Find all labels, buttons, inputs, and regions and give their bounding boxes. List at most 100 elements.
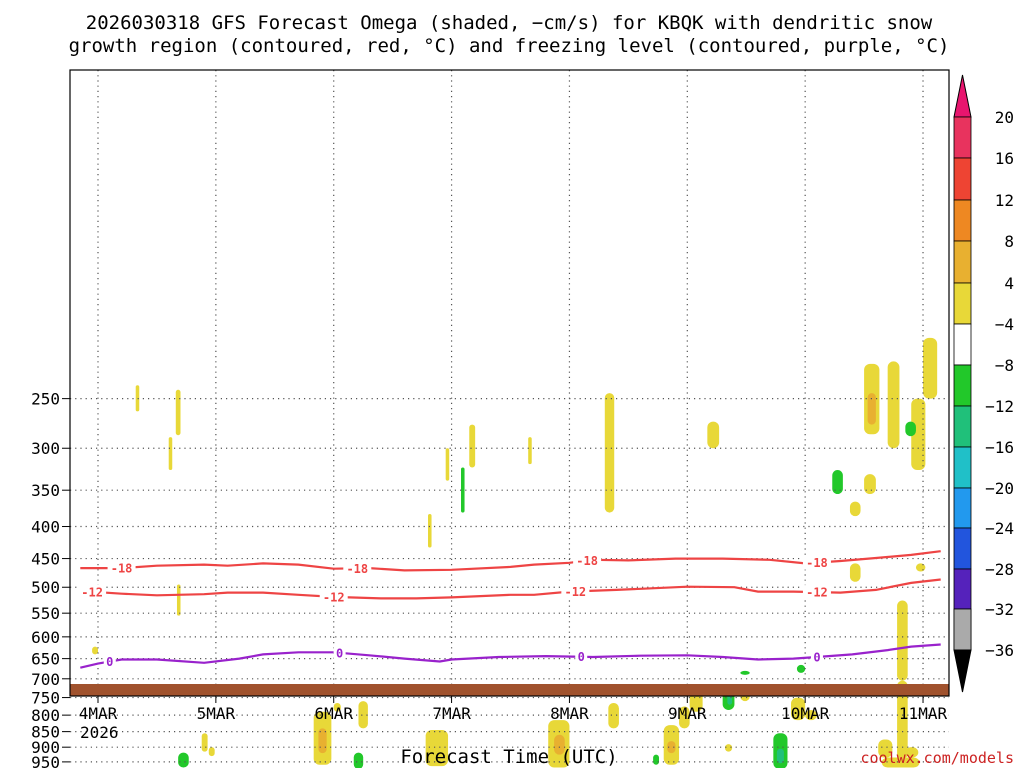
colorbar-band-−24 xyxy=(953,527,972,570)
yellow-patch-11 xyxy=(911,398,926,471)
contour-label-0-2: 0 xyxy=(578,650,585,664)
contour-label-bg-0-1 xyxy=(333,645,346,660)
green-patch-4 xyxy=(178,752,189,768)
contour-label-bg--12-3 xyxy=(802,585,831,600)
yellow-patch-32 xyxy=(608,702,619,729)
contour-label--12-2: -12 xyxy=(564,585,586,599)
orange-patch-1 xyxy=(867,393,876,425)
yellow-patch-34 xyxy=(679,706,690,729)
yellow-patch-39 xyxy=(805,709,817,721)
contour-label--12-3: -12 xyxy=(806,586,828,600)
yellow-patch-21 xyxy=(897,680,908,760)
colorbar-band-16 xyxy=(953,157,972,201)
colorbar: 20 16 12 8 4 −4 −8 −12 −16 −20 −24 −28 −32 −36 xyxy=(953,74,1014,693)
y-tick-label-750: 750 xyxy=(31,689,60,708)
y-axis: 2503003504004505005506006507007508008509… xyxy=(21,390,70,768)
yellow-patch-5 xyxy=(445,448,450,481)
colorbar-label-12: −32 xyxy=(985,600,1014,619)
plot-frame xyxy=(69,69,950,697)
contour-line--12 xyxy=(80,578,941,600)
contour-label--18-2: -18 xyxy=(576,554,598,568)
contour-label-bg--18-1 xyxy=(343,561,372,576)
contour-label-bg-0-3 xyxy=(810,649,823,664)
y-tick-label-300: 300 xyxy=(31,439,60,458)
green-patch-10 xyxy=(796,664,806,673)
x-tick-label-7MAR: 7MAR xyxy=(432,704,471,723)
contour-label-0-3: 0 xyxy=(813,650,820,664)
colorbar-label-7: −12 xyxy=(985,397,1014,416)
yellow-patch-30 xyxy=(425,730,449,767)
colorbar-label-4: 4 xyxy=(1004,274,1014,293)
yellow-patch-18 xyxy=(176,584,181,616)
yellow-patch-19 xyxy=(92,646,98,655)
yellow-patch-15 xyxy=(849,563,861,582)
terrain-bar xyxy=(70,684,949,696)
x-tick-label-5MAR: 5MAR xyxy=(197,704,236,723)
gridlines xyxy=(70,70,949,763)
teal-patch-2 xyxy=(776,748,784,764)
y-tick-label-550: 550 xyxy=(31,604,60,623)
colorbar-band-−20 xyxy=(953,487,972,529)
yellow-patch-3 xyxy=(168,437,173,471)
contour-label--18-1: -18 xyxy=(346,562,368,576)
yellow-patch-8 xyxy=(707,421,720,449)
yellow-patch-20 xyxy=(897,600,908,681)
yellow-patch-17 xyxy=(428,513,432,548)
yellow-patch-12 xyxy=(923,337,938,399)
credit-link[interactable]: coolwx.com/models xyxy=(860,749,1014,767)
x-axis-year: 2026 xyxy=(80,723,119,742)
yellow-patch-7 xyxy=(604,393,615,513)
plot-background xyxy=(70,70,949,696)
y-tick-label-950: 950 xyxy=(31,753,60,768)
colorbar-label-8: −16 xyxy=(985,438,1014,457)
teal-patch-1 xyxy=(727,693,733,705)
colorbar-label-10: −24 xyxy=(985,519,1014,538)
colorbar-label-9: −20 xyxy=(985,479,1014,498)
x-tick-label-10MAR: 10MAR xyxy=(781,704,830,723)
colorbar-label-5: −4 xyxy=(995,315,1014,334)
y-tick-label-350: 350 xyxy=(31,481,60,500)
green-patch-3 xyxy=(905,421,916,437)
contour-label--12-0: -12 xyxy=(81,585,103,599)
x-tick-label-4MAR: 4MAR xyxy=(79,704,118,723)
contour-label-bg-0-0 xyxy=(103,654,116,669)
yellow-patch-14 xyxy=(849,501,861,517)
colorbar-label-6: −8 xyxy=(995,356,1014,375)
yellow-patch-13 xyxy=(864,474,876,495)
colorbar-band-−12 xyxy=(953,405,972,448)
orange-patch-3 xyxy=(554,734,565,755)
contour-label-bg--12-1 xyxy=(319,589,348,604)
colorbar-band-−4 xyxy=(953,323,972,366)
colorbar-band--36 xyxy=(953,608,972,651)
x-tick-label-8MAR: 8MAR xyxy=(550,704,589,723)
y-tick-label-400: 400 xyxy=(31,518,60,537)
colorbar-bottom-arrow xyxy=(953,649,972,693)
yellow-patch-4 xyxy=(469,424,476,468)
contour-label-bg--18-0 xyxy=(107,561,136,576)
contour-label-bg--12-0 xyxy=(78,584,107,599)
green-patch-2 xyxy=(832,470,843,495)
chart-title-line-1: 2026030318 GFS Forecast Omega (shaded, −… xyxy=(86,12,933,34)
contour-label--18-0: -18 xyxy=(111,562,133,576)
y-tick-label-500: 500 xyxy=(31,578,60,597)
yellow-patch-37 xyxy=(725,744,733,752)
green-patch-8 xyxy=(740,670,750,675)
colorbar-band-−16 xyxy=(953,446,972,489)
colorbar-label-11: −28 xyxy=(985,560,1014,579)
colorbar-label-3: 8 xyxy=(1004,232,1014,251)
y-tick-label-600: 600 xyxy=(31,628,60,647)
colorbar-band-8 xyxy=(953,240,972,284)
contour-label--12-1: -12 xyxy=(323,590,345,604)
green-patch-5 xyxy=(353,752,364,768)
contour-label--18-3: -18 xyxy=(806,556,828,570)
contour-label-bg--18-3 xyxy=(802,555,831,570)
green-patch-6 xyxy=(653,754,660,765)
y-tick-label-250: 250 xyxy=(31,390,60,409)
contour-label-0-1: 0 xyxy=(336,646,343,660)
y-tick-label-450: 450 xyxy=(31,550,60,569)
yellow-patch-1 xyxy=(135,385,140,412)
yellow-patch-26 xyxy=(208,747,215,757)
contour-label-0-0: 0 xyxy=(106,655,113,669)
